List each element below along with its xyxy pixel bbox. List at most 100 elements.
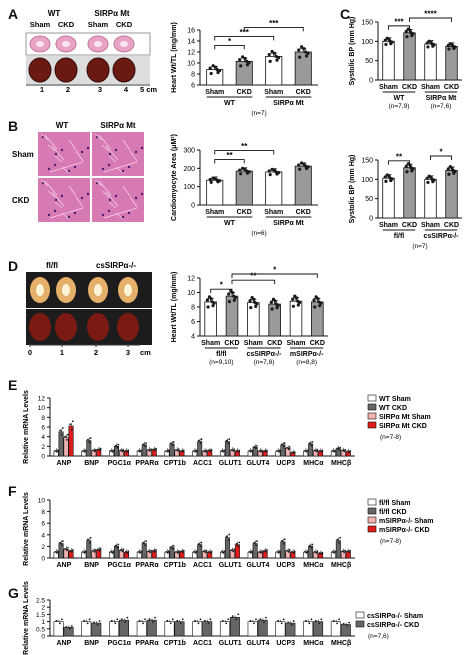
y-tick-label: 10 [38, 405, 46, 412]
data-point [122, 448, 125, 451]
data-point [256, 540, 258, 543]
bar [382, 177, 395, 219]
data-point [111, 450, 114, 453]
cell-border [68, 139, 77, 151]
data-point [238, 541, 241, 544]
data-point [348, 621, 351, 624]
data-point [331, 550, 334, 553]
data-point [344, 549, 347, 552]
bar [424, 178, 437, 219]
x-tick-label: PPARα [135, 562, 159, 569]
data-point [199, 545, 202, 548]
nucleus [54, 198, 58, 202]
x-tick-label: Sham [244, 340, 263, 347]
data-point [315, 619, 317, 622]
data-point [114, 444, 117, 447]
cell-border [54, 155, 63, 163]
y-tick-label: 4 [191, 334, 195, 341]
chart-G: 00.511.522.5 Relative mRNA Levels ANP BNP PG… [23, 581, 423, 655]
nucleus [101, 167, 105, 171]
y-tick-label: 100 [361, 177, 373, 184]
data-point [208, 177, 212, 182]
data-point [202, 449, 205, 452]
whole-heart [117, 313, 139, 341]
data-point [241, 55, 245, 59]
x-tick-label: CPT1b [164, 460, 186, 467]
data-point [154, 449, 156, 452]
data-point [320, 553, 323, 555]
data-point [338, 618, 341, 621]
data-point [280, 622, 283, 625]
data-point [253, 541, 256, 544]
nucleus [121, 215, 125, 219]
data-point [348, 551, 351, 554]
data-point [404, 164, 408, 168]
cell-border [51, 191, 65, 207]
bar [202, 621, 213, 637]
data-point [278, 449, 281, 452]
y-tick-label: 6 [41, 521, 45, 528]
cell-border [68, 185, 77, 197]
cell-border [101, 144, 110, 152]
data-point [310, 546, 313, 549]
data-point [261, 449, 263, 452]
y-tick-label: 300 [183, 148, 195, 155]
y-tick-label: 10 [38, 498, 46, 505]
x-tick-label: Sham [205, 89, 224, 96]
data-point [296, 299, 300, 303]
bar [313, 621, 324, 637]
significance-bracket [210, 288, 233, 294]
fixed-heart-lumen [94, 284, 102, 296]
data-point [96, 623, 99, 626]
photo-d-group-label: csSIRPα-/- [96, 261, 136, 270]
data-point [180, 449, 182, 452]
data-point [84, 550, 87, 553]
data-point [126, 616, 129, 619]
data-point [93, 621, 95, 624]
sample-size-label: (n=8,8) [296, 359, 317, 366]
data-point [342, 622, 345, 625]
data-point [343, 450, 346, 453]
y-tick-label: 2 [41, 544, 45, 551]
data-point [274, 170, 278, 174]
bar [445, 45, 458, 81]
significance-bracket [214, 35, 275, 41]
heart-number: 2 [66, 85, 70, 94]
data-point [89, 536, 92, 539]
data-point [137, 449, 140, 452]
data-point [150, 448, 152, 451]
chart-D: 4 6 8 10 12 Heart Wt/TL (mg/mm) Sham CKD Sham CKD… [171, 266, 328, 366]
chart-B: 0 100 200 300 Cardiomyocyte Area (μM²) Sham CK… [171, 134, 318, 237]
data-point [258, 449, 261, 452]
y-tick-label: 1.5 [36, 612, 45, 619]
cell-border [47, 190, 56, 198]
data-point [267, 52, 271, 57]
data-point [127, 449, 130, 452]
y-axis-label: Systolic BP (mm Hg) [349, 155, 356, 224]
data-point [235, 618, 238, 621]
x-tick-label: Sham [379, 84, 398, 91]
data-point [55, 551, 58, 554]
data-point [291, 451, 293, 454]
data-point [388, 39, 392, 43]
significance-label: ** [250, 272, 257, 281]
significance-label: *** [240, 28, 250, 37]
data-point [199, 618, 202, 621]
data-point [89, 437, 92, 439]
data-point [195, 550, 198, 553]
nucleus [134, 196, 138, 200]
data-point [150, 549, 152, 552]
y-tick-label: 6 [191, 83, 195, 90]
significance-bracket [214, 44, 245, 50]
data-point [338, 541, 341, 544]
data-point [450, 166, 454, 170]
data-point [273, 299, 277, 303]
cell-border [75, 196, 84, 208]
x-tick-label: GLUT4 [246, 640, 269, 647]
data-point [96, 548, 99, 551]
data-point [166, 619, 169, 622]
data-point [304, 164, 308, 168]
data-point [68, 627, 71, 630]
data-point [277, 619, 280, 622]
data-point [228, 533, 231, 536]
